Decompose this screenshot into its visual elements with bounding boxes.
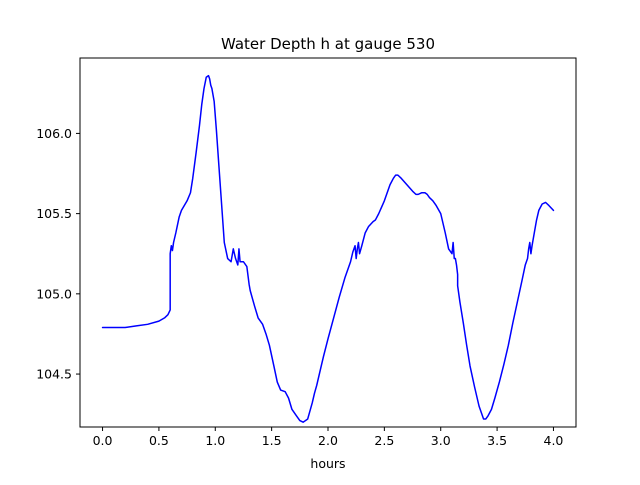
y-tick-label: 104.5 bbox=[36, 367, 72, 382]
chart-title: Water Depth h at gauge 530 bbox=[221, 35, 435, 53]
plot-area-frame bbox=[79, 57, 577, 428]
x-axis-label: hours bbox=[310, 456, 345, 471]
x-tick-label: 1.0 bbox=[205, 433, 225, 448]
x-tick-label: 1.5 bbox=[262, 433, 282, 448]
y-tick-label: 106.0 bbox=[36, 126, 72, 141]
y-tick-label: 105.5 bbox=[36, 206, 72, 221]
x-tick-label: 3.5 bbox=[487, 433, 507, 448]
series-layer bbox=[101, 74, 555, 423]
x-tick-label: 0.0 bbox=[93, 433, 113, 448]
x-tick-label: 2.0 bbox=[318, 433, 338, 448]
x-axis-ticks: 0.0 0.5 1.0 1.5 2.0 2.5 3.0 3.5 4.0 bbox=[93, 427, 564, 448]
y-tick-label: 105.0 bbox=[36, 286, 72, 301]
x-tick-label: 3.0 bbox=[431, 433, 451, 448]
x-tick-label: 2.5 bbox=[374, 433, 394, 448]
y-axis-ticks: 104.5 105.0 105.5 106.0 bbox=[36, 126, 80, 382]
x-tick-label: 4.0 bbox=[544, 433, 564, 448]
series-line bbox=[101, 74, 555, 423]
x-tick-label: 0.5 bbox=[149, 433, 169, 448]
